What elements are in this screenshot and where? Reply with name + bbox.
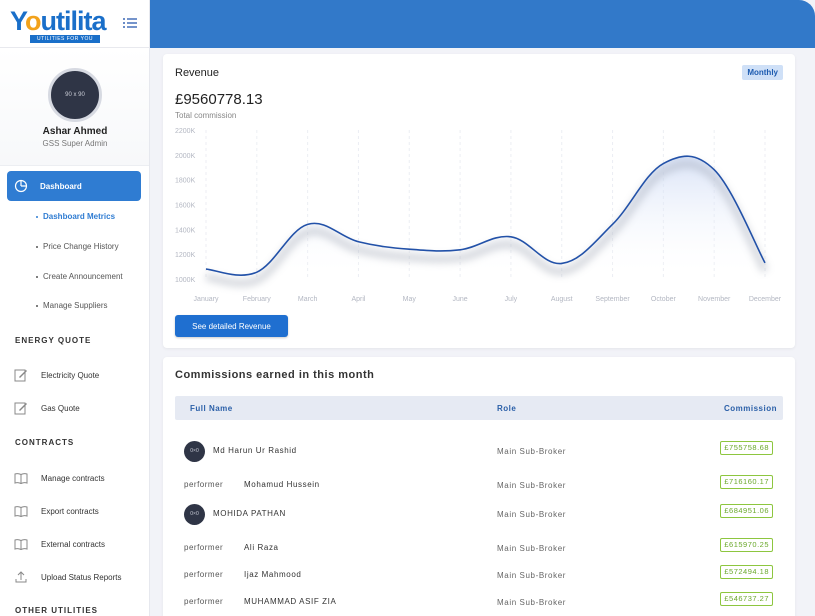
sidebar: Youtilita UTILITIES FOR YOU 90 x 90 Asha…: [0, 0, 150, 616]
user-role: GSS Super Admin: [42, 139, 108, 148]
row-role: Main Sub-Broker: [497, 481, 567, 490]
table-row[interactable]: performer Mohamud Hussein Main Sub-Broker £…: [175, 475, 783, 501]
row-full-name: MUHAMMAD ASIF ZIA: [244, 597, 337, 606]
y-tick-label: 1800K: [175, 178, 196, 185]
sidebar-sub-create-announcement[interactable]: Create Announcement: [36, 272, 123, 281]
x-tick-label: December: [749, 296, 782, 303]
revenue-title: Revenue: [175, 67, 220, 79]
avatar: 0×0: [184, 504, 205, 525]
x-tick-label: October: [651, 296, 677, 303]
sidebar-item-external-contracts[interactable]: External contracts: [0, 534, 149, 556]
row-commission-badge: £755758.68: [720, 441, 773, 455]
avatar-alt-text: performer: [184, 597, 224, 606]
x-tick-label: September: [595, 296, 630, 303]
row-role: Main Sub-Broker: [497, 510, 567, 519]
row-commission-badge: £615970.25: [720, 538, 773, 552]
x-tick-label: January: [194, 296, 219, 303]
x-tick-label: June: [452, 296, 467, 303]
x-tick-label: July: [505, 296, 518, 303]
y-tick-label: 1200K: [175, 252, 196, 259]
logo-wordmark: Youtilita: [10, 6, 107, 36]
book-icon: [14, 504, 28, 523]
upload-icon: [14, 570, 28, 589]
commissions-title: Commissions earned in this month: [175, 369, 375, 381]
revenue-chart: 2200K 2000K 1800K 1600K 1400K 1200K 1000K Janu…: [175, 128, 782, 303]
sidebar-sub-manage-suppliers[interactable]: Manage Suppliers: [36, 301, 107, 310]
row-commission-badge: £716160.17: [720, 475, 773, 489]
sidebar-item-export-contracts[interactable]: Export contracts: [0, 501, 149, 523]
x-tick-label: February: [243, 296, 272, 303]
sidebar-sub-price-change-history[interactable]: Price Change History: [36, 242, 119, 251]
sidebar-item-upload-status-reports[interactable]: Upload Status Reports: [0, 567, 149, 589]
row-role: Main Sub-Broker: [497, 447, 567, 456]
x-tick-label: March: [298, 296, 318, 303]
see-detailed-revenue-button[interactable]: See detailed Revenue: [175, 315, 288, 337]
x-tick-label: May: [403, 296, 417, 303]
row-commission-badge: £546737.27: [720, 592, 773, 606]
book-icon: [14, 537, 28, 556]
top-bar: [150, 0, 815, 48]
x-tick-label: August: [551, 296, 573, 303]
sidebar-sub-dashboard-metrics[interactable]: Dashboard Metrics: [36, 212, 115, 221]
row-full-name: Md Harun Ur Rashid: [213, 446, 297, 455]
table-row[interactable]: 0×0 Md Harun Ur Rashid Main Sub-Broker £755…: [175, 441, 783, 467]
y-tick-label: 2000K: [175, 153, 196, 160]
logo-tagline: UTILITIES FOR YOU: [30, 35, 100, 43]
period-badge[interactable]: Monthly: [742, 65, 783, 80]
sidebar-item-electricity-quote[interactable]: Electricity Quote: [0, 365, 149, 387]
row-commission-badge: £684951.06: [720, 504, 773, 518]
revenue-series-line: [205, 155, 766, 276]
table-row[interactable]: performer Ali Raza Main Sub-Broker £615970.…: [175, 538, 783, 564]
table-row[interactable]: 0×0 MOHIDA PATHAN Main Sub-Broker £684951.0…: [175, 504, 783, 530]
row-role: Main Sub-Broker: [497, 571, 567, 580]
avatar-alt-text: performer: [184, 570, 224, 579]
table-row[interactable]: performer Ijaz Mahmood Main Sub-Broker £572…: [175, 565, 783, 591]
x-tick-label: November: [698, 296, 731, 303]
table-header: Full Name Role Commission: [175, 396, 783, 420]
avatar-alt-text: performer: [184, 543, 224, 552]
row-commission-badge: £572494.18: [720, 565, 773, 579]
row-full-name: MOHIDA PATHAN: [213, 509, 286, 518]
row-role: Main Sub-Broker: [497, 544, 567, 553]
book-icon: [14, 471, 28, 490]
y-tick-label: 1000K: [175, 277, 196, 284]
y-tick-label: 1400K: [175, 227, 196, 234]
y-tick-label: 1600K: [175, 203, 196, 210]
avatar: 0×0: [184, 441, 205, 462]
header-role[interactable]: Role: [497, 404, 517, 413]
avatar-alt-text: performer: [184, 480, 224, 489]
revenue-amount: £9560778.13: [175, 91, 263, 108]
menu-toggle-icon[interactable]: [122, 16, 138, 30]
section-other-utilities: OTHER UTILITIES: [15, 606, 98, 615]
revenue-card: Revenue Monthly £9560778.13 Total commis…: [163, 54, 795, 348]
pie-chart-icon: [14, 179, 28, 195]
revenue-area: [206, 156, 765, 279]
sidebar-item-manage-contracts[interactable]: Manage contracts: [0, 468, 149, 490]
row-full-name: Ijaz Mahmood: [244, 570, 302, 579]
row-full-name: Ali Raza: [244, 543, 279, 552]
edit-icon: [14, 401, 28, 420]
user-name: Ashar Ahmed: [42, 126, 108, 137]
header-commission[interactable]: Commission: [723, 404, 777, 413]
table-row[interactable]: performer MUHAMMAD ASIF ZIA Main Sub-Broke…: [175, 592, 783, 616]
avatar[interactable]: 90 x 90: [48, 68, 102, 122]
section-energy-quote: ENERGY QUOTE: [15, 336, 92, 345]
sidebar-item-gas-quote[interactable]: Gas Quote: [0, 398, 149, 420]
brand-header: Youtilita UTILITIES FOR YOU: [0, 0, 149, 48]
youtilita-logo[interactable]: Youtilita UTILITIES FOR YOU: [10, 6, 107, 43]
y-tick-label: 2200K: [175, 128, 196, 135]
sidebar-item-label: Dashboard: [40, 182, 82, 191]
sidebar-item-dashboard[interactable]: Dashboard: [7, 171, 141, 201]
commissions-card: Commissions earned in this month Full Na…: [163, 357, 795, 616]
edit-icon: [14, 368, 28, 387]
x-tick-label: April: [351, 296, 365, 303]
row-role: Main Sub-Broker: [497, 598, 567, 607]
row-full-name: Mohamud Hussein: [244, 480, 320, 489]
revenue-subtitle: Total commission: [175, 111, 237, 120]
header-full-name[interactable]: Full Name: [190, 404, 233, 413]
section-contracts: CONTRACTS: [15, 438, 75, 447]
revenue-line-shadow: [205, 160, 769, 287]
